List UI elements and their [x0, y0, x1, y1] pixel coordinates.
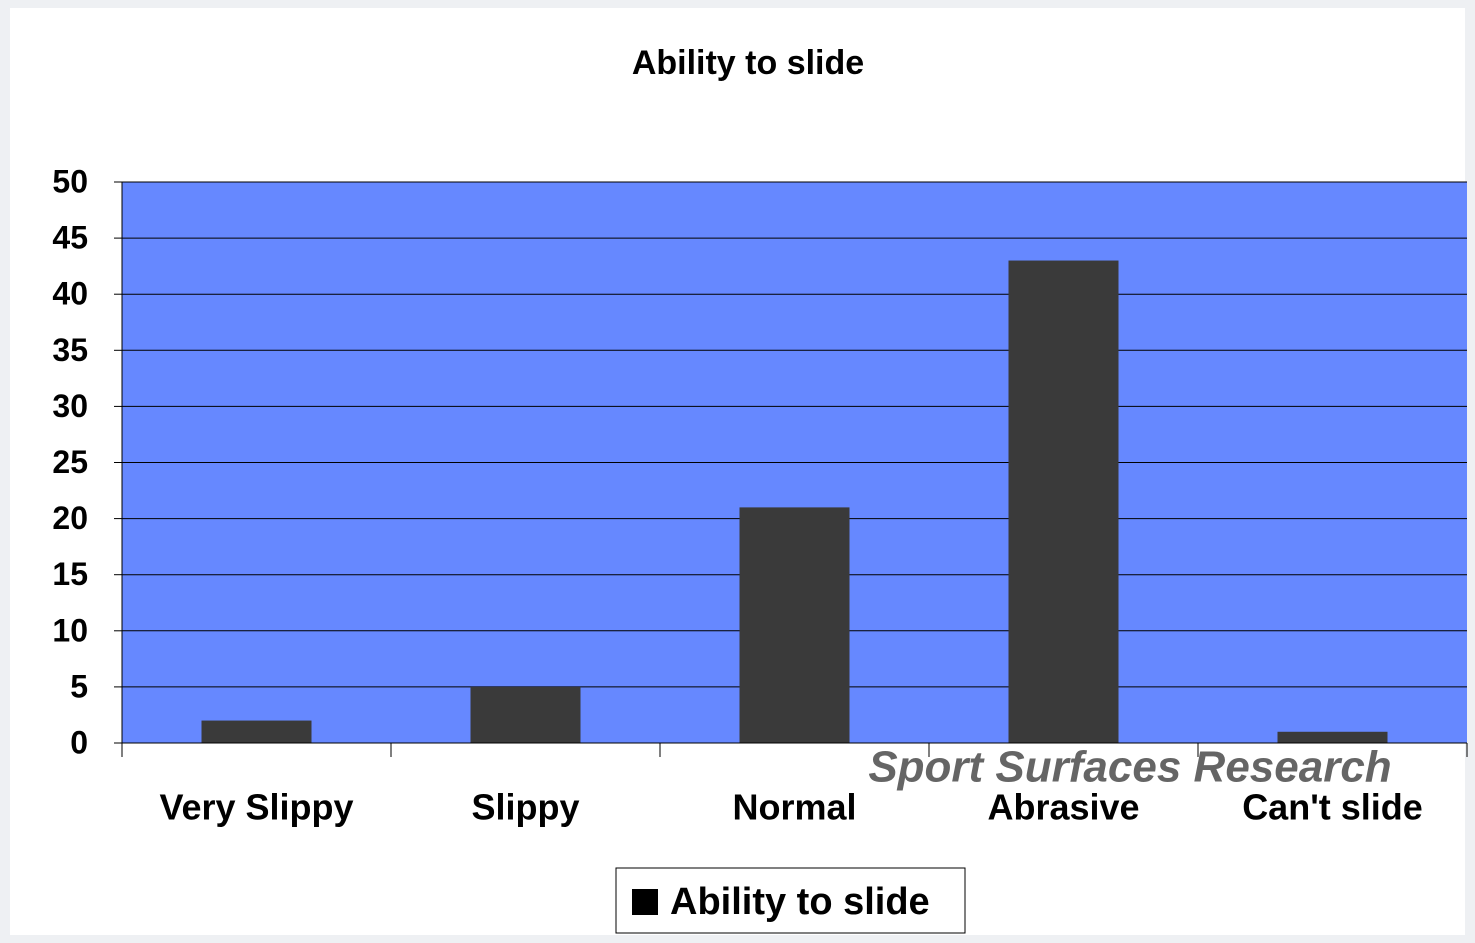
y-tick-label: 45 — [52, 220, 88, 256]
legend-swatch — [632, 889, 658, 915]
legend-box — [615, 867, 966, 934]
y-tick-label: 35 — [52, 332, 88, 368]
y-tick-label: 50 — [52, 163, 88, 199]
bar — [1008, 260, 1119, 743]
bar — [739, 507, 850, 743]
x-tick-label: Slippy — [471, 787, 579, 828]
y-tick-label: 20 — [52, 500, 88, 536]
legend-label: Ability to slide — [670, 881, 930, 923]
y-tick-label: 15 — [52, 556, 88, 592]
bar — [1277, 731, 1388, 743]
x-tick-label: Can't slide — [1242, 787, 1423, 828]
y-tick-label: 25 — [52, 444, 88, 480]
bar — [470, 686, 581, 743]
x-tick-label: Abrasive — [987, 787, 1139, 828]
y-tick-label: 30 — [52, 388, 88, 424]
y-tick-label: 10 — [52, 612, 88, 648]
chart-title: Ability to slide — [632, 44, 864, 82]
x-tick-label: Very Slippy — [159, 787, 353, 828]
y-tick-label: 0 — [70, 724, 88, 760]
x-tick-label: Normal — [732, 787, 856, 828]
watermark: Sport Surfaces Research — [868, 743, 1391, 792]
y-tick-label: 40 — [52, 276, 88, 312]
y-tick-label: 5 — [70, 668, 88, 704]
bar — [201, 720, 312, 743]
